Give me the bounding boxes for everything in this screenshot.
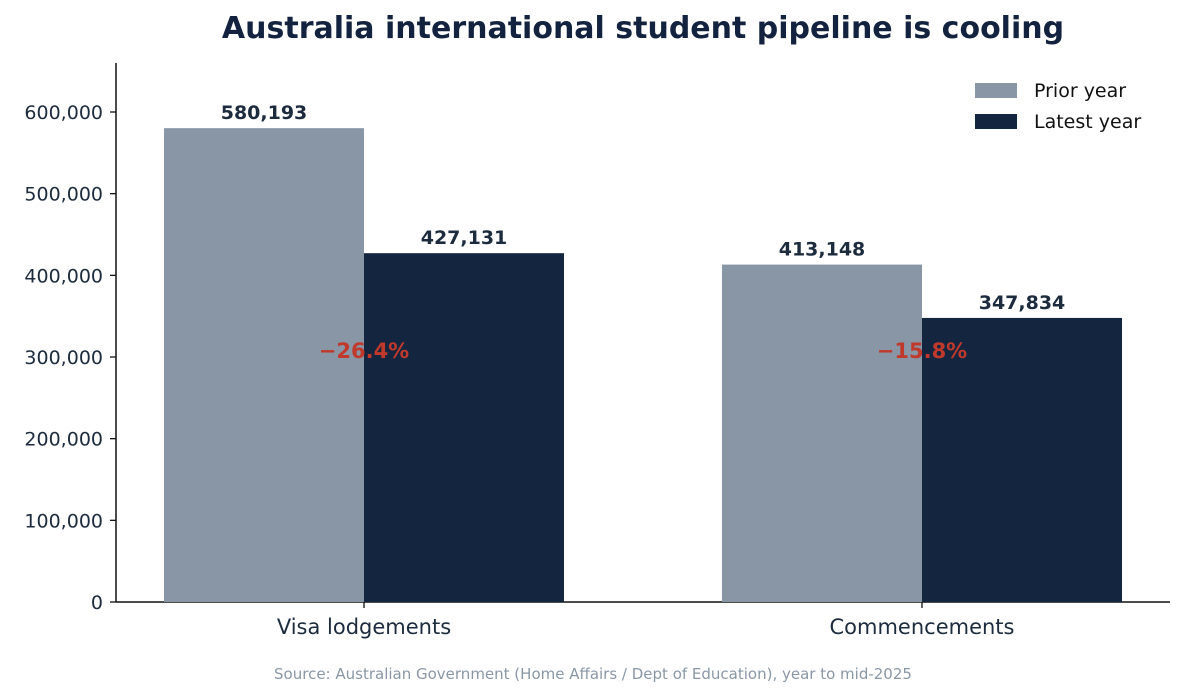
x-category-label: Commencements — [830, 615, 1015, 639]
y-tick-label: 600,000 — [24, 102, 103, 124]
y-tick-label: 0 — [91, 592, 103, 614]
bar-prior-year — [164, 128, 364, 602]
legend: Prior year Latest year — [975, 80, 1141, 133]
legend-label: Latest year — [1034, 111, 1141, 133]
plot-area: 0 100,000 200,000 300,000 400,000 500,000 600,… — [24, 63, 1170, 639]
change-label: −15.8% — [877, 339, 967, 363]
x-category-label: Visa lodgements — [277, 615, 451, 639]
y-tick-label: 300,000 — [24, 347, 103, 369]
y-tick-label: 400,000 — [24, 265, 103, 287]
legend-label: Prior year — [1034, 80, 1126, 102]
change-label: −26.4% — [319, 339, 409, 363]
bar-latest-year — [922, 317, 1122, 602]
legend-swatch — [975, 83, 1017, 98]
y-tick-label: 100,000 — [24, 510, 103, 532]
bar-value-label: 427,131 — [421, 227, 508, 249]
y-tick-label: 200,000 — [24, 429, 103, 451]
bar-value-label: 580,193 — [221, 102, 308, 124]
legend-swatch — [975, 114, 1017, 129]
y-tick-label: 500,000 — [24, 184, 103, 206]
source-note: Source: Australian Government (Home Affa… — [274, 665, 912, 683]
bar-latest-year — [364, 253, 564, 603]
chart-title: Australia international student pipeline… — [222, 11, 1064, 46]
bar-value-label: 413,148 — [779, 239, 866, 261]
bar-value-label: 347,834 — [979, 292, 1066, 314]
bar-prior-year — [722, 264, 922, 602]
